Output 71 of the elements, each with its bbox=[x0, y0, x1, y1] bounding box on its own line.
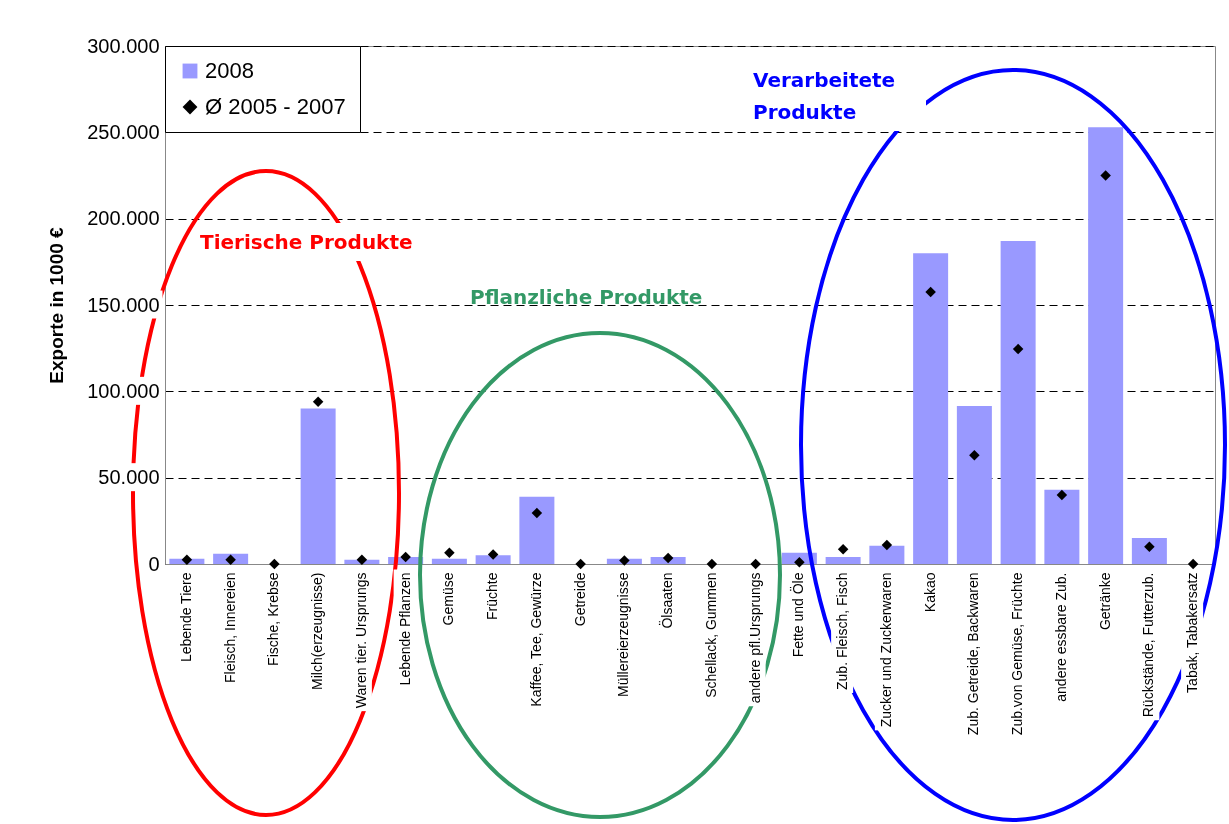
x-tick-label: andere essbare Zub. bbox=[1052, 572, 1069, 702]
annotation: Tierische Produkte bbox=[200, 229, 413, 256]
point bbox=[619, 555, 630, 566]
point bbox=[181, 554, 193, 565]
point bbox=[400, 551, 411, 563]
y-axis-title: Exporte in 1000 € bbox=[46, 226, 68, 384]
x-tick-label: Getränke bbox=[1096, 572, 1113, 631]
x-tick-label: Getreide bbox=[571, 572, 588, 627]
x-tick-label: Fette und Öle bbox=[789, 572, 807, 658]
point bbox=[750, 558, 761, 570]
point bbox=[312, 396, 324, 407]
point bbox=[969, 449, 980, 461]
x-tick-label: Waren tier. Ursprungs bbox=[352, 572, 369, 709]
x-tick-label: Gemüse bbox=[440, 572, 457, 626]
point bbox=[444, 547, 455, 559]
x-tick-label: Kakao bbox=[921, 572, 938, 613]
point bbox=[575, 558, 586, 570]
y-tick-label: 250.000 bbox=[87, 120, 160, 143]
x-tick-label: Kaffee, Tee, Gewürze bbox=[527, 572, 544, 707]
legend-label: Ø 2005 - 2007 bbox=[205, 94, 346, 119]
x-tick-label: Milch(erzeugnisse) bbox=[309, 572, 326, 690]
bar bbox=[956, 406, 992, 564]
x-tick-label: andere pfl.Ursprungs bbox=[746, 572, 763, 704]
point bbox=[225, 554, 236, 565]
x-tick-label: Lebende Pflanzen bbox=[396, 572, 413, 686]
x-tick-label: Müllereierzeugnisse bbox=[615, 572, 632, 698]
x-tick-label: Schellack, Gummen bbox=[702, 572, 719, 698]
point bbox=[925, 286, 936, 298]
point bbox=[837, 544, 849, 555]
y-tick-label: 50.000 bbox=[98, 466, 160, 489]
bar bbox=[431, 558, 467, 564]
point bbox=[531, 507, 543, 519]
y-tick-label: 0 bbox=[148, 552, 160, 575]
point bbox=[662, 552, 674, 564]
x-tick-label: Lebende Tiere bbox=[177, 572, 194, 663]
y-tick-label: 150.000 bbox=[87, 293, 160, 316]
bar bbox=[1044, 489, 1080, 564]
y-tick-label: 100.000 bbox=[87, 379, 160, 402]
point bbox=[1056, 489, 1068, 501]
y-tick-label: 200.000 bbox=[87, 207, 160, 230]
x-tick-label: Fische, Krebse bbox=[265, 572, 282, 666]
legend-label: 2008 bbox=[205, 58, 254, 83]
bar bbox=[1131, 538, 1167, 564]
point bbox=[356, 554, 368, 565]
x-tick-label: Fleisch, Innereien bbox=[221, 572, 238, 684]
annotation: Verarbeitete Produkte bbox=[753, 67, 897, 126]
point bbox=[487, 549, 499, 560]
x-tick-label: Zub. Getreide, Backwaren bbox=[965, 572, 982, 736]
x-tick-label: Zub. Fleisch, Fisch bbox=[834, 572, 851, 690]
x-tick-label: Rückstände, Futterzub. bbox=[1140, 572, 1157, 718]
point bbox=[881, 539, 893, 551]
point bbox=[706, 558, 718, 570]
bar bbox=[300, 408, 336, 564]
bar bbox=[825, 557, 861, 564]
x-tick-label: Zub.von Gemüse, Früchte bbox=[1009, 572, 1026, 736]
bar bbox=[1088, 127, 1124, 564]
annotation: Pflanzliche Produkte bbox=[470, 284, 703, 311]
y-tick-label: 300.000 bbox=[87, 34, 160, 57]
x-tick-label: Ölsaaten bbox=[658, 572, 676, 629]
bar bbox=[869, 545, 905, 564]
x-tick-label: Zucker und Zuckerwaren bbox=[877, 572, 894, 728]
bar bbox=[475, 555, 511, 564]
point bbox=[269, 558, 280, 570]
point bbox=[1187, 558, 1199, 570]
bar bbox=[913, 253, 949, 564]
point bbox=[1012, 343, 1024, 355]
x-tick-label: Tabak, Tabakersatz bbox=[1184, 572, 1201, 693]
x-tick-label: Früchte bbox=[484, 572, 501, 620]
point bbox=[1100, 170, 1111, 181]
bar bbox=[519, 496, 555, 564]
bar bbox=[1000, 241, 1036, 564]
